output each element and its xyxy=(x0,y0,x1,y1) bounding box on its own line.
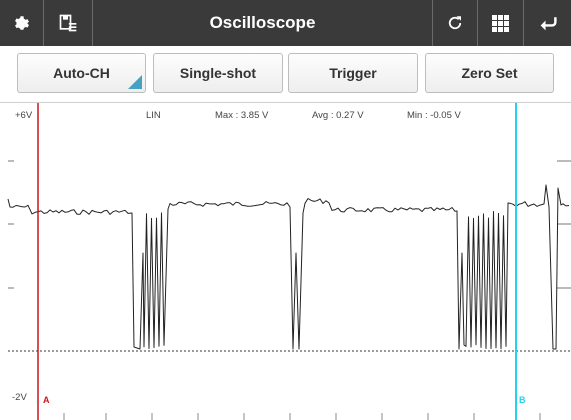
zero-set-button[interactable]: Zero Set xyxy=(425,53,554,93)
save-list-button[interactable] xyxy=(44,0,93,46)
grid-icon xyxy=(492,14,509,32)
min-readout: Min : -0.05 V xyxy=(407,110,461,121)
zero-set-label: Zero Set xyxy=(461,65,518,81)
max-readout: Max : 3.85 V xyxy=(215,110,269,121)
single-shot-label: Single-shot xyxy=(179,65,257,81)
refresh-button[interactable] xyxy=(433,0,478,46)
cursor-b-label: B xyxy=(519,395,526,405)
gear-icon xyxy=(14,16,29,30)
auto-ch-button[interactable]: Auto-CH xyxy=(17,53,146,93)
top-scale-label: +6V xyxy=(15,110,33,121)
left-axis-ticks xyxy=(8,160,571,289)
refresh-icon xyxy=(448,16,462,30)
dropdown-corner-icon xyxy=(128,75,142,89)
single-shot-button[interactable]: Single-shot xyxy=(153,53,283,93)
settings-button[interactable] xyxy=(0,0,44,46)
trigger-label: Trigger xyxy=(329,65,377,81)
trigger-button[interactable]: Trigger xyxy=(288,53,418,93)
back-icon xyxy=(540,17,557,31)
back-button[interactable] xyxy=(524,0,571,46)
mode-label: LIN xyxy=(146,110,161,121)
control-buttons: Auto-CH Single-shot Trigger Zero Set xyxy=(0,46,571,103)
save-list-icon xyxy=(59,14,77,32)
scope-canvas xyxy=(7,103,571,420)
avg-readout: Avg : 0.27 V xyxy=(312,110,364,121)
cursor-a-label: A xyxy=(43,395,50,405)
auto-ch-label: Auto-CH xyxy=(53,65,110,81)
grid-button[interactable] xyxy=(478,0,524,46)
scope-display[interactable]: +6V LIN Max : 3.85 V Avg : 0.27 V Min : … xyxy=(0,103,571,420)
top-bar: Oscilloscope xyxy=(0,0,571,46)
signal-trace xyxy=(7,184,570,350)
bottom-axis-ticks xyxy=(63,413,541,420)
app-title: Oscilloscope xyxy=(93,0,433,46)
bottom-scale-label: -2V xyxy=(12,392,27,403)
